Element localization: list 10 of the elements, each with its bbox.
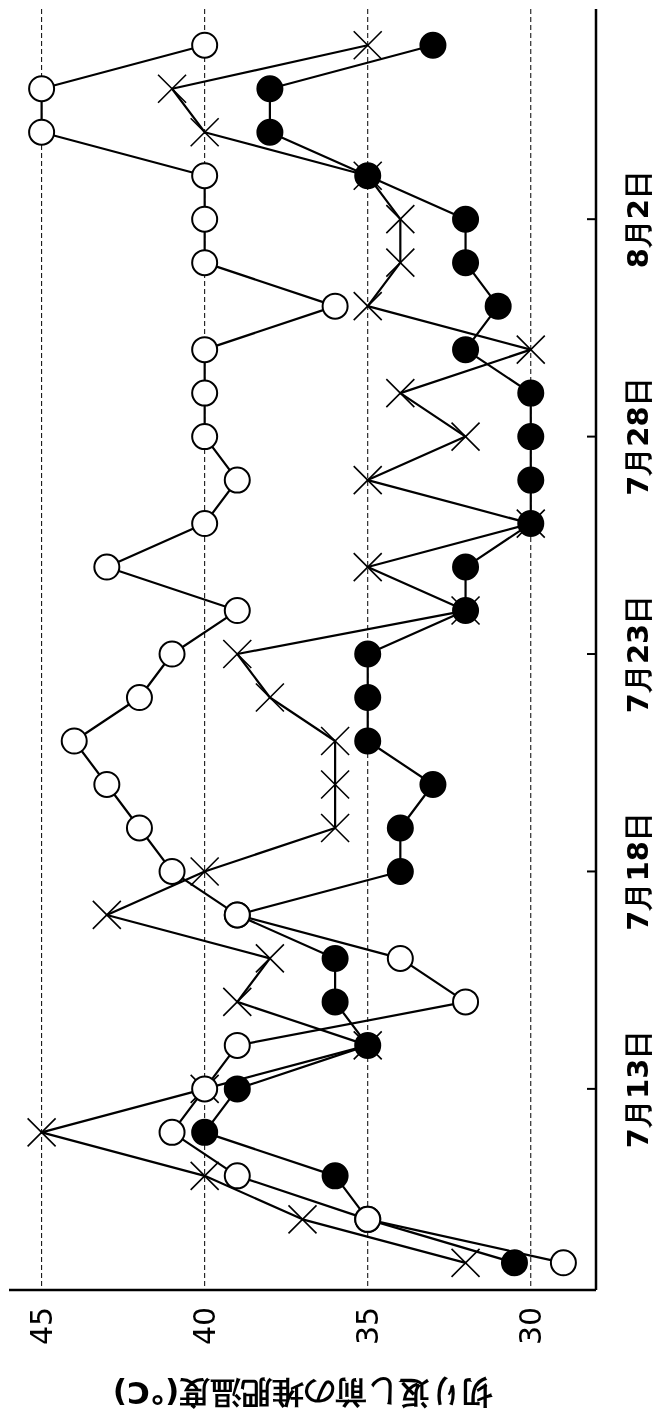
y-tick-label: 8月2日 xyxy=(621,170,655,269)
x-tick-label: 40 xyxy=(187,1306,223,1346)
y-tick-label: 7月18日 xyxy=(621,812,655,931)
y-tick-label: 7月13日 xyxy=(621,1029,655,1149)
x-tick-label: 45 xyxy=(24,1306,60,1346)
x-tick-label: 30 xyxy=(513,1306,549,1346)
y-tick-label: 7月23日 xyxy=(621,594,655,714)
y-tick-label: 7月28日 xyxy=(621,377,655,496)
x-tick-label: 35 xyxy=(350,1306,386,1346)
x-axis-title: 切り返し前の堆肥温度(°C) xyxy=(112,1375,494,1411)
